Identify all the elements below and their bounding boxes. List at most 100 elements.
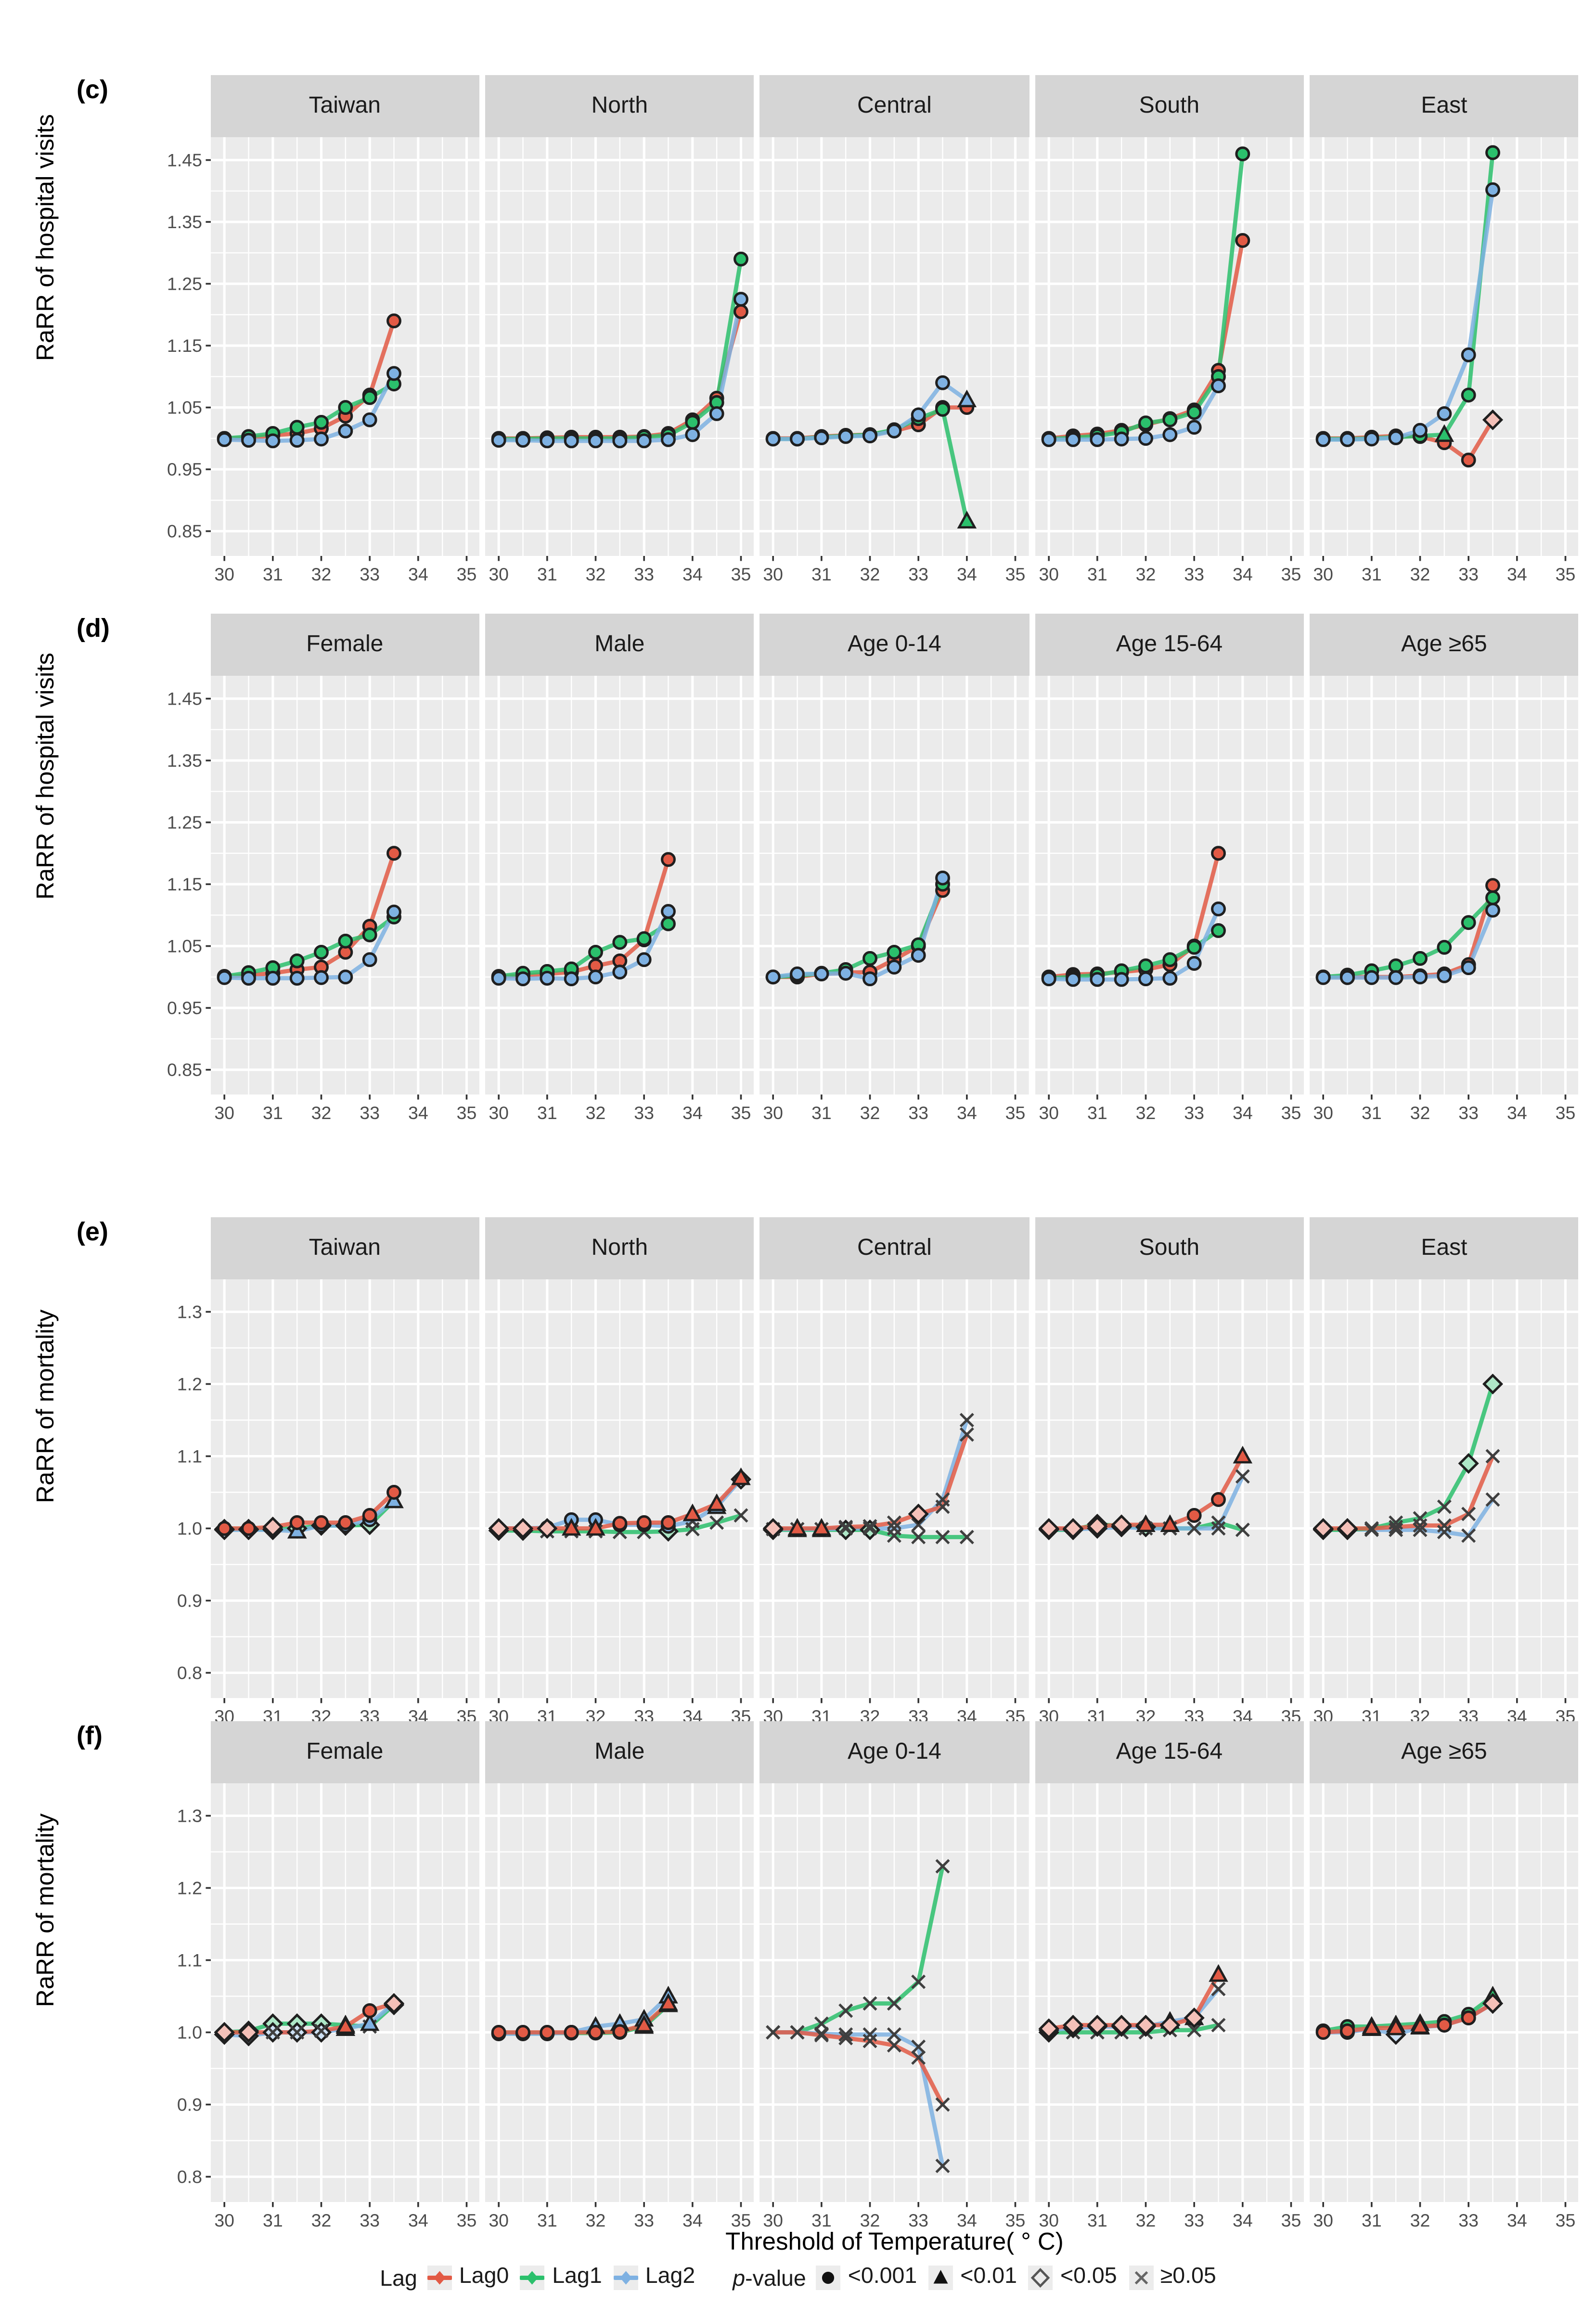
y-axis-ticks: 0.8 0.9 1.0 1.1 1.2 1.3 <box>176 1301 210 1683</box>
panel-row-e: (e) RaRR of mortality 0.8 0.9 1.0 1.1 1.2 1.3… <box>0 1217 1596 1736</box>
pvalue-x-marker-icon <box>1128 2265 1153 2290</box>
series-points-lag0 <box>491 1993 678 2040</box>
series-points-lag2 <box>1315 182 1500 447</box>
facet-plot: 30 31 32 33 34 35 <box>1309 137 1579 584</box>
y-axis-title-e: RaRR of mortality <box>32 1309 59 1503</box>
svg-text:31: 31 <box>262 1103 282 1123</box>
facet-plot: 30 31 32 33 34 35 <box>1034 137 1304 584</box>
svg-text:31: 31 <box>262 564 282 584</box>
facet-plot: 30 31 32 33 34 35 <box>210 1279 480 1726</box>
legend-item-pvalue-c: <0.001 <box>816 2264 917 2290</box>
svg-text:34: 34 <box>1507 564 1527 584</box>
svg-text:33: 33 <box>634 2210 654 2230</box>
svg-text:1.1: 1.1 <box>176 1446 201 1466</box>
svg-text:1.15: 1.15 <box>167 335 202 356</box>
row-tag-e: (e) <box>77 1217 108 1246</box>
facet-e-central: Central 30 31 32 33 34 35 <box>759 1217 1030 1743</box>
facet-f-age-65: Age ≥65 30 31 32 33 34 35 <box>1309 1721 1579 2247</box>
svg-text:35: 35 <box>731 564 751 584</box>
svg-text:1.3: 1.3 <box>176 1805 201 1826</box>
legend-item-pvalue-d: <0.05 <box>1028 2264 1117 2290</box>
svg-text:1.2: 1.2 <box>176 1374 201 1394</box>
svg-text:31: 31 <box>812 1103 832 1123</box>
svg-text:33: 33 <box>1458 564 1479 584</box>
legend-item-label: Lag2 <box>645 2264 695 2289</box>
facet-plot: 30 31 32 33 34 35 <box>210 676 480 1123</box>
svg-text:32: 32 <box>1135 1103 1155 1123</box>
series-points-lag0 <box>1313 1449 1500 1539</box>
facet-strip-title: Central <box>759 1217 1030 1279</box>
series-points-lag2 <box>491 904 676 987</box>
svg-text:33: 33 <box>1184 2210 1204 2230</box>
svg-text:34: 34 <box>682 1103 703 1123</box>
svg-text:32: 32 <box>860 2210 880 2230</box>
y-axis-ticks: 0.8 0.9 1.0 1.1 1.2 1.3 <box>176 1805 210 2187</box>
facet-strip-title: Taiwan <box>210 1217 480 1279</box>
svg-text:30: 30 <box>214 1103 234 1123</box>
series-points-lag2 <box>1041 901 1225 987</box>
svg-text:33: 33 <box>1458 1103 1479 1123</box>
svg-text:30: 30 <box>214 564 234 584</box>
svg-text:35: 35 <box>1005 1103 1026 1123</box>
facet-strip-title: Male <box>485 614 755 676</box>
svg-text:33: 33 <box>634 1103 654 1123</box>
legend-item-lag1: Lag1 <box>520 2264 602 2290</box>
svg-text:33: 33 <box>909 2210 929 2230</box>
svg-text:32: 32 <box>1135 564 1155 584</box>
svg-text:30: 30 <box>489 564 509 584</box>
svg-text:33: 33 <box>909 564 929 584</box>
x-axis-title: Threshold of Temperature( ° C) <box>725 2228 1064 2255</box>
y-axis-ticks: 0.85 0.95 1.05 1.15 1.25 1.35 1.45 <box>167 688 210 1080</box>
svg-text:34: 34 <box>407 2210 427 2230</box>
facet-plot: 30 31 32 33 34 35 <box>759 1783 1030 2230</box>
svg-text:34: 34 <box>1232 2210 1252 2230</box>
svg-text:30: 30 <box>1038 2210 1058 2230</box>
legend-item-pvalue-t: <0.01 <box>928 2264 1017 2290</box>
svg-text:1.3: 1.3 <box>176 1301 201 1322</box>
svg-text:34: 34 <box>957 564 978 584</box>
row-tag-c: (c) <box>77 75 108 104</box>
svg-text:1.05: 1.05 <box>167 936 202 956</box>
panel-row-c: (c) RaRR of hospital visits 0.85 0.95 1.05… <box>0 75 1596 593</box>
svg-text:33: 33 <box>909 1103 929 1123</box>
series-points-lag2 <box>216 366 401 449</box>
facet-strip-title: Age ≥65 <box>1309 614 1579 676</box>
svg-text:33: 33 <box>1184 564 1204 584</box>
svg-text:0.8: 0.8 <box>176 1662 201 1683</box>
legend-item-pvalue-x: ≥0.05 <box>1128 2264 1216 2290</box>
svg-text:35: 35 <box>1005 564 1026 584</box>
series-points-lag0 <box>1038 1964 1228 2039</box>
panel-row-d: (d) RaRR of hospital visits 0.85 0.95 1.05… <box>0 614 1596 1132</box>
svg-text:1.25: 1.25 <box>167 812 202 832</box>
svg-text:31: 31 <box>1087 564 1107 584</box>
svg-text:31: 31 <box>812 2210 832 2230</box>
series-points-lag2 <box>1041 378 1225 447</box>
svg-text:35: 35 <box>1555 564 1575 584</box>
svg-text:31: 31 <box>812 564 832 584</box>
row-tag-d: (d) <box>77 614 110 643</box>
svg-text:34: 34 <box>957 2210 978 2230</box>
legend: Lag Lag0 Lag1 Lag2 p-value <0.001 <0.01 <0.0… <box>0 2264 1596 2297</box>
svg-text:32: 32 <box>585 564 605 584</box>
facet-d-age-15-64: Age 15-64 30 31 32 33 34 35 <box>1034 614 1304 1139</box>
facet-plot: 30 31 32 33 34 35 <box>1309 1279 1579 1726</box>
svg-text:33: 33 <box>1458 2210 1479 2230</box>
svg-text:35: 35 <box>1005 2210 1026 2230</box>
y-axis-title-f: RaRR of mortality <box>32 1813 59 2007</box>
facet-d-age-0-14: Age 0-14 30 31 32 33 34 35 <box>759 614 1030 1139</box>
facet-strip-title: South <box>1034 1217 1304 1279</box>
svg-text:34: 34 <box>1232 1103 1252 1123</box>
facet-strip-title: Female <box>210 1721 480 1783</box>
series-points-lag0 <box>1038 1445 1252 1539</box>
facet-e-east: East 30 31 32 33 34 35 <box>1309 1217 1579 1743</box>
svg-text:35: 35 <box>731 1103 751 1123</box>
facet-plot: 30 31 32 33 34 35 <box>1309 676 1579 1123</box>
svg-text:0.95: 0.95 <box>167 998 202 1018</box>
legend-item-label: Lag1 <box>552 2264 602 2289</box>
y-axis-title-c: RaRR of hospital visits <box>32 114 59 361</box>
svg-text:32: 32 <box>585 1103 605 1123</box>
svg-text:32: 32 <box>310 564 331 584</box>
svg-text:1.0: 1.0 <box>176 2022 201 2042</box>
series-points-lag1 <box>216 909 401 984</box>
